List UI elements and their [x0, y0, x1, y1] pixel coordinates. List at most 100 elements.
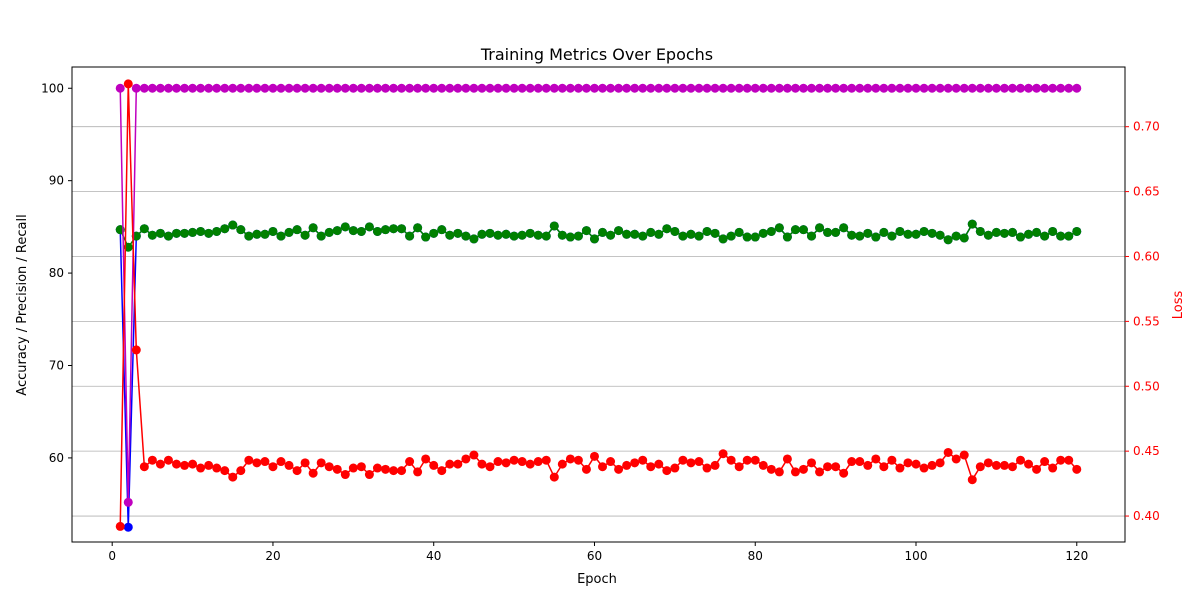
data-point — [871, 83, 881, 93]
data-point — [967, 475, 977, 485]
data-point — [581, 83, 591, 93]
data-point — [437, 83, 447, 93]
y-axis-right-label: Loss — [1171, 291, 1186, 320]
data-point — [718, 449, 728, 459]
data-point — [380, 464, 390, 474]
data-point — [421, 83, 431, 93]
data-point — [276, 457, 286, 467]
data-point — [815, 223, 825, 233]
data-point — [1064, 83, 1074, 93]
y-axis-left-label: Accuracy / Precision / Recall — [15, 214, 30, 395]
data-point — [549, 221, 559, 231]
data-point — [823, 227, 833, 237]
data-point — [421, 232, 431, 242]
data-point — [236, 225, 246, 235]
data-point — [919, 226, 929, 236]
data-point — [815, 467, 825, 477]
data-point — [501, 458, 511, 468]
data-point — [1007, 462, 1017, 472]
x-tick-label: 100 — [905, 549, 928, 563]
data-point — [276, 231, 286, 241]
data-point — [790, 467, 800, 477]
data-point — [927, 228, 937, 238]
data-point — [702, 463, 712, 473]
data-point — [517, 230, 527, 240]
data-point — [372, 83, 382, 93]
data-point — [1007, 227, 1017, 237]
data-point — [188, 83, 198, 93]
data-point — [766, 464, 776, 474]
data-point — [911, 83, 921, 93]
data-point — [236, 83, 246, 93]
data-point — [622, 83, 632, 93]
series-layer — [115, 79, 1082, 532]
data-point — [565, 83, 575, 93]
data-point — [372, 226, 382, 236]
y-right-tick-label: 0.70 — [1133, 120, 1160, 134]
data-point — [807, 83, 817, 93]
data-point — [204, 460, 214, 470]
data-point — [598, 83, 608, 93]
data-point — [477, 83, 487, 93]
data-point — [895, 226, 905, 236]
data-point — [758, 228, 768, 238]
data-point — [163, 83, 173, 93]
data-point — [758, 460, 768, 470]
data-point — [710, 228, 720, 238]
data-point — [429, 83, 439, 93]
data-point — [606, 83, 616, 93]
data-point — [1056, 83, 1066, 93]
data-point — [437, 225, 447, 235]
data-point — [332, 83, 342, 93]
data-point — [807, 458, 817, 468]
data-point — [493, 230, 503, 240]
data-point — [163, 231, 173, 241]
data-point — [895, 463, 905, 473]
data-point — [774, 223, 784, 233]
data-point — [477, 229, 487, 239]
x-tick-label: 60 — [587, 549, 602, 563]
data-point — [316, 83, 326, 93]
data-point — [292, 466, 302, 476]
data-point — [525, 83, 535, 93]
data-point — [380, 225, 390, 235]
data-point — [694, 83, 704, 93]
x-axis-label: Epoch — [577, 572, 617, 587]
data-point — [726, 83, 736, 93]
data-point — [260, 83, 270, 93]
data-point — [951, 83, 961, 93]
x-tick-label: 80 — [748, 549, 763, 563]
data-point — [991, 227, 1001, 237]
data-point — [598, 227, 608, 237]
y-left-tick-label: 70 — [49, 358, 64, 372]
data-point — [807, 231, 817, 241]
data-point — [999, 228, 1009, 238]
data-point — [855, 83, 865, 93]
data-point — [581, 226, 591, 236]
data-point — [742, 455, 752, 465]
data-point — [895, 83, 905, 93]
data-point — [348, 83, 358, 93]
data-point — [115, 83, 125, 93]
data-point — [163, 455, 173, 465]
data-point — [445, 230, 455, 240]
data-point — [147, 83, 157, 93]
data-point — [678, 231, 688, 241]
data-point — [413, 223, 423, 233]
data-point — [220, 224, 230, 234]
data-point — [348, 226, 358, 236]
data-point — [236, 466, 246, 476]
data-point — [220, 466, 230, 476]
data-point — [268, 226, 278, 236]
data-point — [292, 83, 302, 93]
data-point — [1024, 83, 1034, 93]
data-point — [573, 455, 583, 465]
data-point — [1016, 83, 1025, 93]
data-point — [228, 83, 238, 93]
data-point — [638, 231, 648, 241]
data-point — [437, 466, 447, 476]
data-point — [300, 83, 310, 93]
data-point — [871, 232, 881, 242]
data-point — [155, 228, 165, 238]
data-point — [726, 231, 736, 241]
